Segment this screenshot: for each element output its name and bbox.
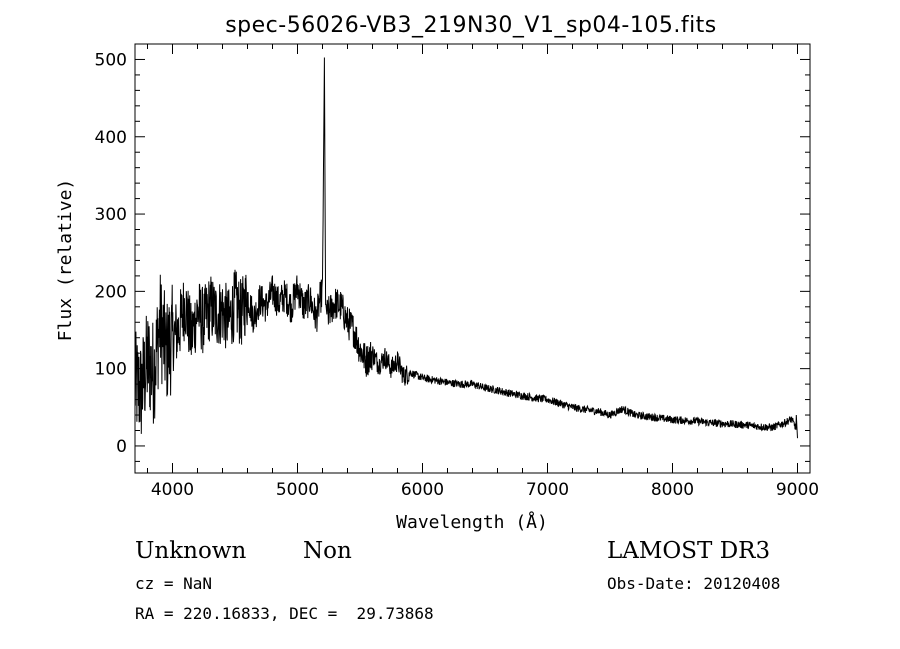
object-class: Unknown xyxy=(135,538,247,564)
y-tick-label: 0 xyxy=(116,437,127,457)
survey-label: LAMOST DR3 xyxy=(607,538,771,564)
x-tick-labels: 4000 5000 6000 7000 8000 9000 xyxy=(151,480,819,500)
x-tick-label: 5000 xyxy=(276,480,319,500)
y-tick-label: 300 xyxy=(95,205,127,225)
y-tick-label: 500 xyxy=(95,50,127,70)
y-tick-labels: 0 100 200 300 400 500 xyxy=(95,50,127,456)
y-axis-label: Flux (relative) xyxy=(55,179,76,342)
x-tick-label: 6000 xyxy=(401,480,444,500)
y-tick-label: 100 xyxy=(95,360,127,380)
spectrum-line xyxy=(134,57,798,439)
redshift-value: cz = NaN xyxy=(135,574,213,593)
x-tick-label: 4000 xyxy=(151,480,194,500)
coordinates: RA = 220.16833, DEC = 29.73868 xyxy=(135,604,434,623)
axis-ticks xyxy=(135,44,810,473)
object-subclass: Non xyxy=(303,538,352,564)
plot-frame xyxy=(134,43,811,474)
x-axis-label: Wavelength (Å) xyxy=(396,511,548,533)
x-tick-label: 8000 xyxy=(651,480,694,500)
y-tick-label: 400 xyxy=(95,128,127,148)
obs-date: Obs-Date: 20120408 xyxy=(607,574,781,593)
chart-title: spec-56026-VB3_219N30_V1_sp04-105.fits xyxy=(225,13,717,38)
x-tick-label: 7000 xyxy=(526,480,569,500)
x-tick-label: 9000 xyxy=(776,480,819,500)
y-tick-label: 200 xyxy=(95,282,127,302)
